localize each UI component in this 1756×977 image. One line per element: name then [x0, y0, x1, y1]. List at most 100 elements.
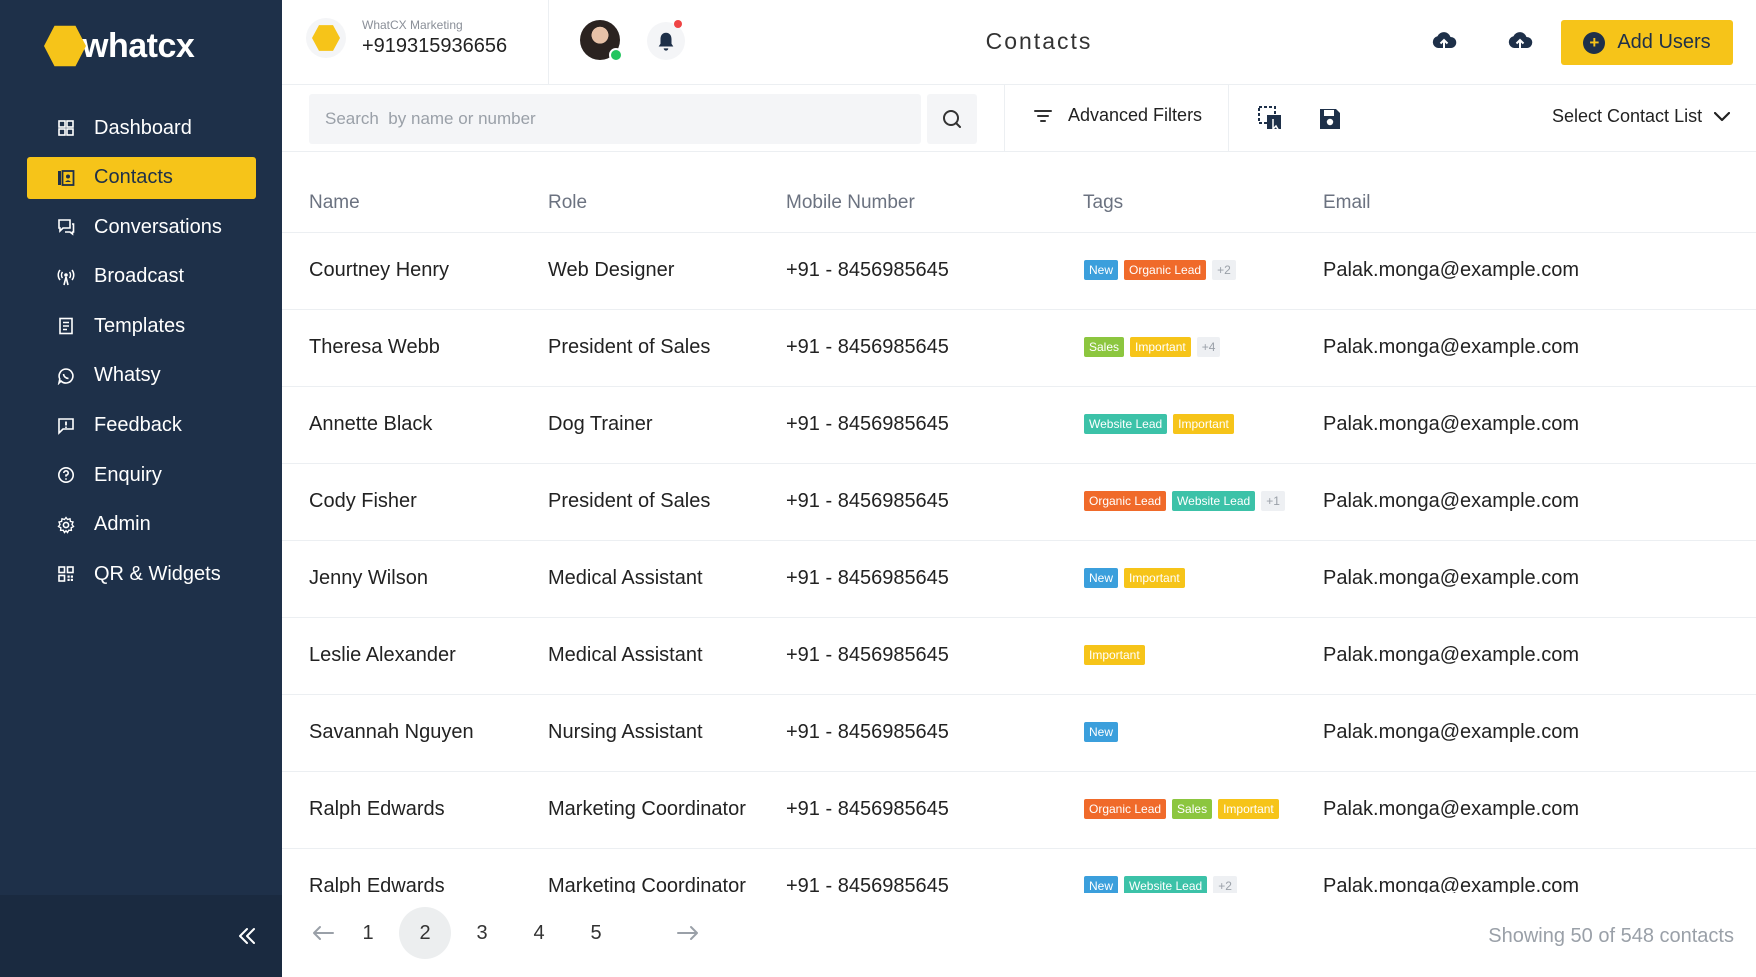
user-avatar[interactable] — [580, 20, 623, 62]
table-row[interactable]: Theresa Webb President of Sales +91 - 8456… — [282, 310, 1756, 387]
tag-badge[interactable]: Important — [1130, 337, 1191, 357]
tag-badge[interactable]: Organic Lead — [1124, 260, 1207, 280]
tag-badge[interactable]: Organic Lead — [1084, 799, 1167, 819]
sidebar-item-feedback[interactable]: Feedback — [27, 405, 256, 447]
sidebar-item-label: Admin — [94, 513, 151, 536]
page-button[interactable]: 4 — [533, 921, 545, 944]
tag-badge[interactable]: Sales — [1172, 799, 1213, 819]
top-header: WhatCX Marketing +919315936656 Contacts … — [282, 0, 1756, 85]
table-row[interactable]: Jenny Wilson Medical Assistant +91 - 84569… — [282, 541, 1756, 618]
sidebar-item-enquiry[interactable]: Enquiry — [27, 454, 256, 496]
more-tags-badge[interactable]: +4 — [1196, 337, 1221, 357]
contact-list-dropdown[interactable]: Select Contact List — [1552, 106, 1731, 127]
contact-name: Cody Fisher — [309, 490, 417, 512]
select-contacts-icon[interactable] — [1257, 105, 1285, 133]
sidebar-item-dashboard[interactable]: Dashboard — [27, 107, 256, 149]
search-input[interactable] — [325, 109, 885, 129]
contact-role: Nursing Assistant — [548, 721, 703, 743]
sidebar-item-qr-widgets[interactable]: QR & Widgets — [27, 553, 256, 595]
next-page-button[interactable] — [668, 907, 708, 959]
page-button[interactable]: 2 — [399, 907, 451, 959]
table-row[interactable]: Cody Fisher President of Sales +91 - 84569… — [282, 464, 1756, 541]
filter-icon — [1034, 109, 1052, 122]
contact-role: Medical Assistant — [548, 644, 703, 666]
contact-name: Courtney Henry — [309, 259, 450, 281]
cloud-export-icon[interactable] — [1506, 28, 1534, 56]
contact-mobile: +91 - 8456985645 — [786, 336, 949, 358]
tag-badge[interactable]: Sales — [1084, 337, 1125, 357]
tag-badge[interactable]: New — [1084, 568, 1119, 588]
contact-role: Marketing Coordinator — [548, 798, 746, 820]
toolbar-divider — [1004, 85, 1005, 152]
column-header-name[interactable]: Name — [309, 192, 360, 213]
tag-badge[interactable]: Important — [1173, 414, 1234, 434]
sidebar-item-label: Enquiry — [94, 463, 162, 486]
table-row[interactable]: Annette Black Dog Trainer +91 - 8456985645… — [282, 387, 1756, 464]
column-header-role[interactable]: Role — [548, 192, 588, 213]
tag-badge[interactable]: Important — [1218, 799, 1279, 819]
contact-mobile: +91 - 8456985645 — [786, 644, 949, 666]
page-button[interactable]: 1 — [362, 921, 374, 944]
sidebar-item-whatsy[interactable]: Whatsy — [27, 355, 256, 397]
contact-tags: Sales Important +4 — [1084, 337, 1221, 357]
tag-badge[interactable]: New — [1084, 722, 1119, 742]
sidebar-item-conversations[interactable]: Conversations — [27, 206, 256, 248]
table-row[interactable]: Courtney Henry Web Designer +91 - 84569856… — [282, 233, 1756, 310]
contact-email: Palak.monga@example.com — [1323, 413, 1579, 435]
collapse-sidebar-icon[interactable] — [232, 921, 262, 951]
tag-badge[interactable]: Website Lead — [1124, 876, 1208, 893]
sidebar-item-contacts[interactable]: Contacts — [27, 156, 256, 199]
save-icon[interactable] — [1316, 105, 1344, 133]
sidebar-item-templates[interactable]: Templates — [27, 305, 256, 347]
app-logo[interactable]: whatcx — [44, 24, 195, 68]
page-button[interactable]: 5 — [590, 921, 602, 944]
contact-name: Theresa Webb — [309, 336, 440, 358]
contact-name: Annette Black — [309, 413, 433, 435]
column-header-tags[interactable]: Tags — [1083, 192, 1124, 213]
arrow-left-icon — [313, 926, 334, 940]
contact-role: President of Sales — [548, 490, 711, 512]
search-button[interactable] — [927, 94, 977, 144]
contact-name: Ralph Edwards — [309, 798, 445, 820]
notification-dot — [674, 20, 682, 28]
sidebar-item-broadcast[interactable]: Broadcast — [27, 256, 256, 298]
table-row[interactable]: Leslie Alexander Medical Assistant +91 - 8… — [282, 618, 1756, 695]
add-users-button[interactable]: + Add Users — [1561, 20, 1733, 65]
column-header-email[interactable]: Email — [1323, 192, 1371, 213]
tag-badge[interactable]: New — [1084, 260, 1119, 280]
more-tags-badge[interactable]: +2 — [1213, 876, 1237, 893]
chevron-down-icon — [1714, 111, 1731, 121]
tag-badge[interactable]: New — [1084, 876, 1119, 893]
table-row[interactable]: Ralph Edwards Marketing Coordinator +91 - … — [282, 849, 1756, 893]
tag-badge[interactable]: Important — [1124, 568, 1185, 588]
contact-name: Jenny Wilson — [309, 567, 428, 589]
page-button[interactable]: 3 — [476, 921, 488, 944]
table-body: Courtney Henry Web Designer +91 - 84569856… — [282, 233, 1756, 893]
tag-badge[interactable]: Organic Lead — [1084, 491, 1167, 511]
table-row[interactable]: Ralph Edwards Marketing Coordinator +91 - … — [282, 772, 1756, 849]
more-tags-badge[interactable]: +2 — [1212, 260, 1236, 280]
online-status-indicator — [609, 48, 623, 62]
notifications-button[interactable] — [647, 20, 685, 60]
search-box — [309, 94, 921, 144]
contact-tags: New — [1084, 722, 1119, 742]
advanced-filters-button[interactable]: Advanced Filters — [1034, 105, 1202, 126]
results-count: Showing 50 of 548 contacts — [1488, 925, 1734, 947]
contact-email: Palak.monga@example.com — [1323, 567, 1579, 589]
enquiry-icon — [57, 466, 75, 484]
column-header-mobile[interactable]: Mobile Number — [786, 192, 915, 213]
bell-icon — [658, 32, 674, 51]
sidebar-item-admin[interactable]: Admin — [27, 504, 256, 546]
page-title: Contacts — [985, 28, 1093, 54]
tag-badge[interactable]: Important — [1084, 645, 1145, 665]
contact-name: Savannah Nguyen — [309, 721, 474, 743]
contacts-toolbar: Advanced Filters Select Contact List — [282, 85, 1756, 152]
tag-badge[interactable]: Website Lead — [1172, 491, 1256, 511]
account-switcher[interactable]: WhatCX Marketing +919315936656 — [306, 18, 507, 58]
tag-badge[interactable]: Website Lead — [1084, 414, 1168, 434]
dashboard-icon — [57, 119, 75, 137]
previous-page-button[interactable] — [303, 907, 343, 959]
table-row[interactable]: Savannah Nguyen Nursing Assistant +91 - 84… — [282, 695, 1756, 772]
more-tags-badge[interactable]: +1 — [1261, 491, 1285, 511]
cloud-upload-icon[interactable] — [1430, 28, 1458, 56]
